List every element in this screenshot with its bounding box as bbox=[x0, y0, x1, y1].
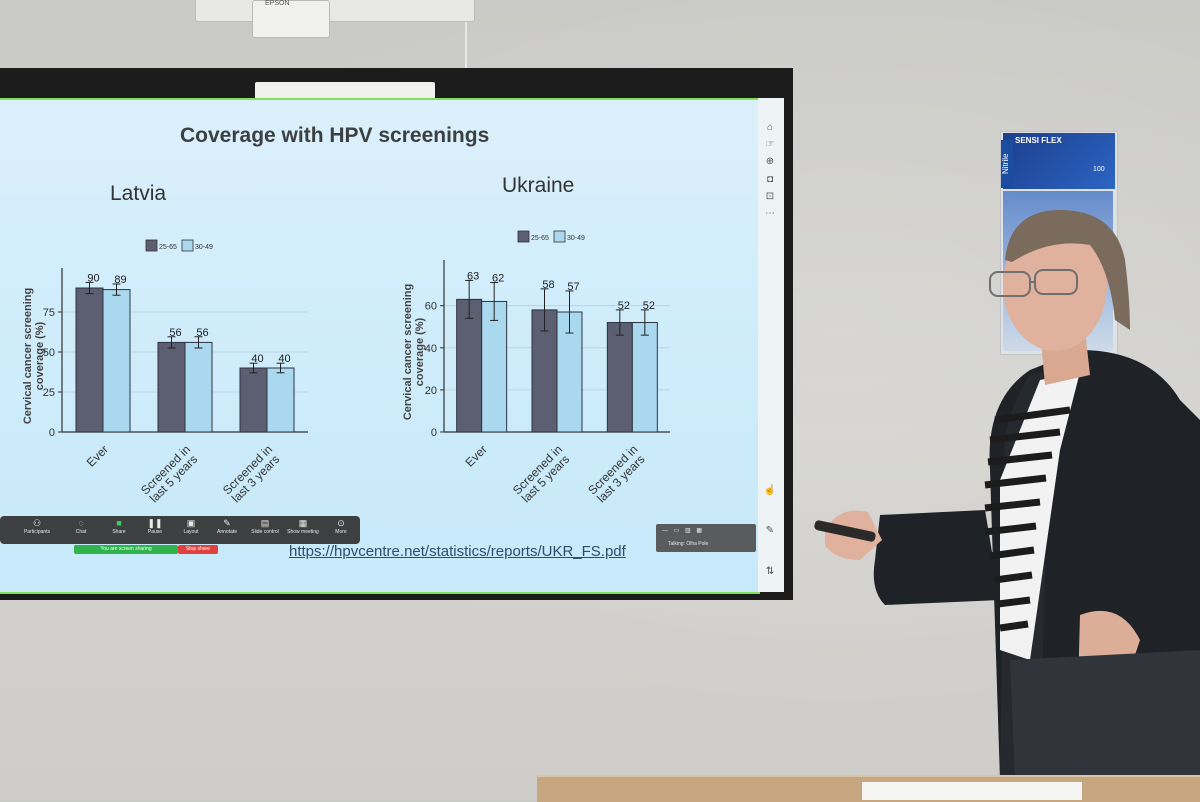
participants-icon: ⚇ bbox=[32, 518, 42, 528]
bar bbox=[631, 322, 658, 433]
stop-share-button[interactable]: Stop share bbox=[178, 545, 218, 554]
y-tick-label: 0 bbox=[431, 427, 437, 439]
data-label: 40 bbox=[278, 353, 290, 365]
zoom-icon[interactable]: ⊕ bbox=[765, 156, 775, 167]
y-tick-label: 40 bbox=[425, 343, 437, 355]
data-label: 58 bbox=[542, 279, 554, 291]
pause-icon: ❚❚ bbox=[147, 518, 163, 528]
screen-side-rail bbox=[758, 98, 784, 592]
pen-icon[interactable]: ✎ bbox=[765, 525, 775, 536]
y-tick-label: 50 bbox=[43, 347, 55, 359]
data-label: 52 bbox=[643, 300, 655, 312]
more-icon[interactable]: ⋯ bbox=[765, 208, 775, 219]
bar bbox=[606, 322, 633, 433]
bar bbox=[456, 298, 483, 433]
y-tick-label: 75 bbox=[43, 307, 55, 319]
latvia-chart: 0 25 50 75 Cervical cancer screening coverage… bbox=[22, 239, 308, 505]
y-axis-label-line2: coverage (%) bbox=[34, 321, 46, 390]
talking-label: Talking: Olha Pole bbox=[668, 541, 709, 547]
car-icon[interactable]: ⊡ bbox=[765, 191, 775, 202]
ukraine-chart: 0 20 40 60 Cervical cancer screening coverage… bbox=[402, 230, 670, 505]
y-tick-label: 60 bbox=[425, 301, 437, 313]
legend-swatch bbox=[181, 239, 194, 252]
home-icon[interactable]: ⌂ bbox=[766, 122, 774, 133]
legend-label: 30-49 bbox=[195, 244, 213, 251]
y-tick-label: 0 bbox=[49, 427, 55, 439]
camera-bar bbox=[255, 82, 435, 100]
slide-control-button[interactable]: ▤ Slide control bbox=[248, 518, 282, 535]
y-axis-label: Cervical cancer screening bbox=[22, 288, 34, 424]
data-label: 52 bbox=[618, 300, 630, 312]
chat-button[interactable]: ◌ Chat bbox=[64, 518, 98, 535]
glove-brand: SENSI FLEX bbox=[1015, 136, 1062, 145]
source-url[interactable]: https://hpvcentre.net/statistics/reports… bbox=[289, 543, 626, 560]
data-label: 63 bbox=[467, 270, 479, 282]
legend-label: 25-65 bbox=[159, 244, 177, 251]
latvia-title: Latvia bbox=[110, 182, 167, 205]
data-label: 89 bbox=[114, 274, 126, 286]
projector-brand: EPSON bbox=[265, 0, 290, 7]
annotate-icon: ✎ bbox=[223, 518, 231, 528]
glove-count: 100 bbox=[1093, 166, 1105, 173]
data-label: 40 bbox=[251, 353, 263, 365]
layout-icon: ▣ bbox=[186, 518, 196, 528]
bar bbox=[239, 367, 268, 433]
data-label: 62 bbox=[492, 273, 504, 285]
more-button[interactable]: ⊙ More bbox=[324, 518, 358, 535]
share-icon: ■ bbox=[116, 518, 122, 528]
data-label: 90 bbox=[87, 272, 99, 284]
y-axis-label-line2: coverage (%) bbox=[414, 317, 426, 386]
slide-control-icon: ▤ bbox=[260, 518, 270, 528]
y-tick-label: 25 bbox=[43, 387, 55, 399]
swap-icon[interactable]: ⇅ bbox=[765, 566, 775, 577]
share-button[interactable]: ■ Share bbox=[102, 518, 136, 535]
hand-icon[interactable]: ☞ bbox=[765, 139, 775, 150]
bar bbox=[184, 341, 213, 433]
data-label: 56 bbox=[169, 327, 181, 339]
chat-icon: ◌ bbox=[78, 518, 84, 528]
projector-lens bbox=[252, 0, 330, 38]
data-label: 56 bbox=[196, 327, 208, 339]
paper-sheet bbox=[862, 782, 1082, 800]
view-icons[interactable]: — ▭ ▥ ▦ bbox=[662, 528, 705, 534]
bar bbox=[266, 367, 295, 433]
ukraine-title: Ukraine bbox=[502, 174, 575, 197]
glove-box-front bbox=[1003, 133, 1115, 189]
show-meeting-button[interactable]: ▦ Show meeting bbox=[287, 518, 319, 535]
legend-swatch bbox=[553, 230, 566, 243]
camera-icon[interactable]: ◘ bbox=[766, 174, 774, 185]
show-meeting-icon: ▦ bbox=[298, 518, 308, 528]
more-icon: ⊙ bbox=[337, 518, 345, 528]
legend-label: 30-49 bbox=[567, 235, 585, 242]
share-status: You are screen sharing bbox=[74, 545, 178, 554]
pause-button[interactable]: ❚❚ Pause bbox=[138, 518, 172, 535]
data-label: 57 bbox=[567, 281, 579, 293]
layout-button[interactable]: ▣ Layout bbox=[174, 518, 208, 535]
video-panel bbox=[656, 524, 756, 552]
bar bbox=[102, 289, 131, 433]
legend-swatch bbox=[517, 230, 530, 243]
legend-label: 25-65 bbox=[531, 235, 549, 242]
bar bbox=[481, 300, 508, 433]
meeting-toolbar bbox=[0, 516, 360, 544]
legend-swatch bbox=[145, 239, 158, 252]
participants-button[interactable]: ⚇ Participants bbox=[20, 518, 54, 535]
slide-title: Coverage with HPV screenings bbox=[180, 124, 490, 147]
y-tick-label: 20 bbox=[425, 385, 437, 397]
y-axis-label: Cervical cancer screening bbox=[402, 284, 414, 420]
annotate-button[interactable]: ✎ Annotate bbox=[210, 518, 244, 535]
touch-icon[interactable]: ☝ bbox=[763, 485, 777, 496]
